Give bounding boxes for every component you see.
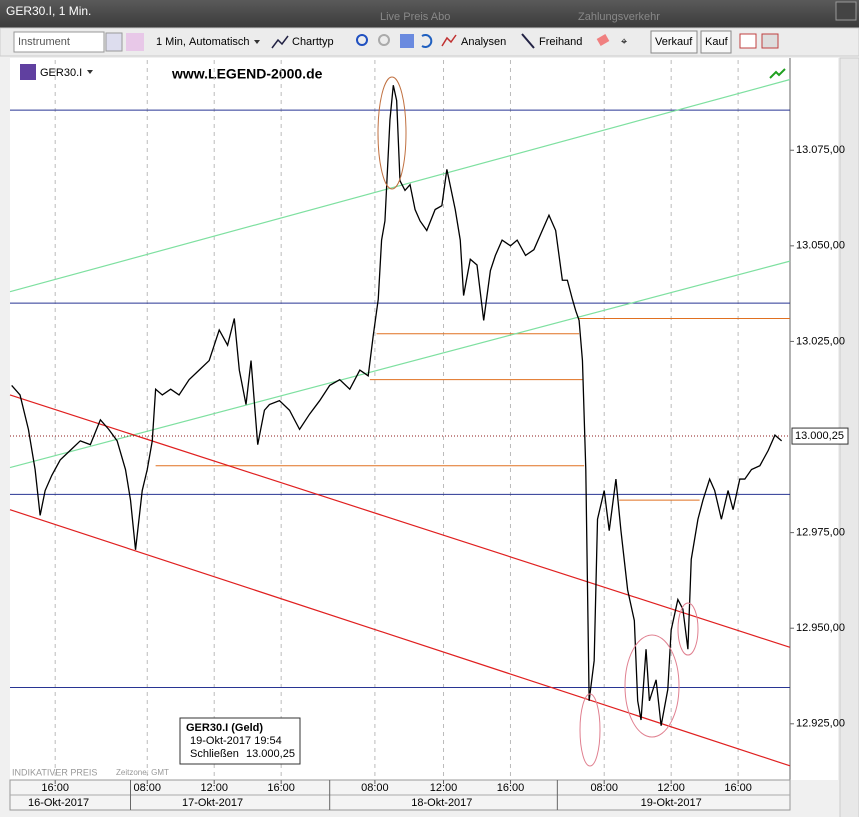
highlight-ellipse [624,634,680,738]
crosshair-icon[interactable]: ⌖ [621,36,627,48]
freehand-icon [521,33,535,49]
trend-line [9,260,791,469]
y-tick-label: 13.025,00 [796,335,845,347]
sell-button[interactable] [650,30,698,54]
instrument-input[interactable] [13,31,105,53]
x-tick-label: 16:00 [497,782,525,794]
date-label: 19-Okt-2017 [641,797,702,809]
window-title: GER30.I, 1 Min. [6,4,91,18]
date-label: 17-Okt-2017 [182,797,243,809]
trend-line [9,394,791,648]
highlight-ellipse [677,602,699,656]
sell-label: Verkauf [655,36,693,48]
info-close-value: 13.000,25 [246,748,295,760]
charttype-icon [271,35,289,49]
x-tick-label: 16:00 [724,782,752,794]
chart-settings-icon[interactable] [739,33,757,49]
pan-icon[interactable] [400,34,414,48]
title-bar [0,0,859,28]
eraser-icon[interactable] [596,34,610,46]
charttype-dropdown[interactable]: Charttyp [292,36,334,48]
chart-icon[interactable] [126,33,144,51]
trend-line [9,78,791,293]
x-tick-label: 08:00 [361,782,389,794]
zoom-in[interactable] [356,34,368,46]
price-line [11,85,783,726]
x-tick-label: 16:00 [267,782,295,794]
price-type: INDIKATIVER PREIS [12,767,97,777]
y-tick-label: 12.950,00 [796,622,845,634]
x-tick-label: 08:00 [133,782,161,794]
analysis-dropdown[interactable]: Analysen [461,36,506,48]
y-tick-label: 12.925,00 [796,718,845,730]
watermark: www.LEGEND-2000.de [171,66,323,82]
date-label: 16-Okt-2017 [28,797,89,809]
legend-name: GER30.I [40,67,82,79]
timezone: Zeitzone: GMT [116,768,169,777]
x-tick-label: 12:00 [657,782,685,794]
info-box [179,717,301,765]
price-axis [790,58,838,780]
print-icon[interactable] [761,33,779,49]
last-price-label: 13.000,25 [795,430,844,442]
interval[interactable]: 1 Min, [156,36,186,48]
y-tick-label: 13.050,00 [796,240,845,252]
x-tick-label: 08:00 [590,782,618,794]
reset-icon[interactable] [421,34,433,48]
list-icon[interactable] [105,32,123,52]
instrument-placeholder: Instrument [18,36,70,48]
info-close-label: Schließen [190,748,239,760]
buy-label: Kauf [705,36,729,48]
highlight-ellipse [579,693,601,767]
freehand-dropdown[interactable]: Freihand [539,36,582,48]
dropdown-arrow [254,40,260,44]
last-price-box [791,427,849,445]
y-tick-label: 12.975,00 [796,527,845,539]
date-label: 18-Okt-2017 [411,797,472,809]
analysis-icon [441,34,457,47]
dropdown-arrow[interactable] [87,70,93,74]
zoom-out[interactable] [378,34,390,46]
x-tick-label: 12:00 [430,782,458,794]
menu-item[interactable]: Zahlungsverkehr [578,11,660,23]
x-tick-label: 16:00 [41,782,69,794]
mode-dropdown[interactable]: Automatisch [189,36,250,48]
info-time: 19-Okt-2017 19:54 [190,735,282,747]
buy-button[interactable] [700,30,732,54]
menu-item[interactable]: Live Preis Abo [380,11,450,23]
y-tick-label: 13.075,00 [796,144,845,156]
close-button[interactable] [835,1,857,21]
info-title: GER30.I (Geld) [186,722,263,734]
trend-icon [769,68,786,79]
instrument-icon [20,64,36,80]
trend-line [9,509,791,767]
x-tick-label: 12:00 [200,782,228,794]
highlight-ellipse [377,76,407,190]
